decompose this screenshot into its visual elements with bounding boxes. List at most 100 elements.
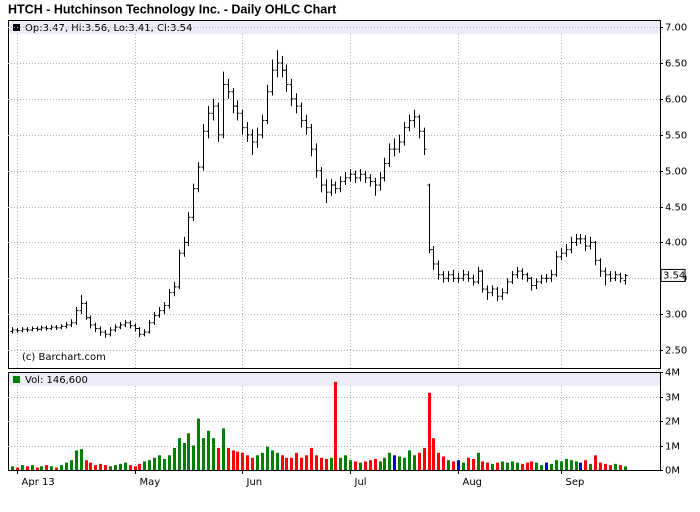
volume-bar bbox=[364, 461, 367, 470]
volume-bar bbox=[344, 455, 347, 470]
volume-bar bbox=[45, 465, 48, 470]
volume-bar bbox=[354, 461, 357, 470]
x-tick-label: Aug bbox=[463, 477, 483, 488]
volume-bar bbox=[472, 458, 475, 470]
volume-bar bbox=[545, 462, 548, 470]
chart-title: HTCH - Hutchinson Technology Inc. - Dail… bbox=[8, 2, 337, 16]
volume-bar bbox=[310, 447, 313, 470]
volume-bar bbox=[187, 433, 190, 470]
volume-bar bbox=[408, 450, 411, 470]
volume-bar bbox=[119, 463, 122, 470]
x-tick-label: Sep bbox=[566, 477, 585, 488]
volume-bar bbox=[178, 438, 181, 470]
volume-bar bbox=[173, 447, 176, 470]
y-tick-label: 4.50 bbox=[665, 203, 687, 214]
volume-bar bbox=[236, 451, 239, 470]
volume-bar bbox=[285, 457, 288, 470]
y2-tick-label: 2M bbox=[665, 417, 680, 428]
volume-bar bbox=[11, 466, 14, 470]
plot-layer: 2.503.003.504.004.505.005.506.006.507.00… bbox=[8, 23, 687, 488]
volume-bar bbox=[202, 438, 205, 470]
volume-bar bbox=[428, 392, 431, 470]
volume-bar bbox=[31, 465, 34, 470]
volume-bar bbox=[266, 446, 269, 470]
volume-bar bbox=[486, 462, 489, 470]
volume-bar bbox=[227, 447, 230, 470]
volume-bar bbox=[99, 463, 102, 470]
volume-bar bbox=[80, 449, 83, 470]
volume-bar bbox=[334, 381, 337, 470]
volume-bar bbox=[271, 450, 274, 470]
volume-bar bbox=[256, 455, 259, 470]
volume-bar bbox=[437, 452, 440, 470]
volume-bar bbox=[212, 438, 215, 470]
volume-bar bbox=[432, 438, 435, 470]
volume-bar bbox=[281, 455, 284, 470]
volume-bar bbox=[158, 455, 161, 470]
volume-bar bbox=[624, 466, 627, 470]
volume-bar bbox=[315, 455, 318, 470]
volume-bar bbox=[403, 457, 406, 470]
volume-legend: Vol: 146,600 bbox=[25, 375, 88, 386]
volume-bar bbox=[183, 443, 186, 470]
volume-bar bbox=[163, 458, 166, 470]
volume-bar bbox=[369, 460, 372, 470]
volume-bar bbox=[491, 463, 494, 470]
volume-bar bbox=[261, 452, 264, 470]
volume-bar bbox=[124, 462, 127, 470]
volume-bar bbox=[109, 466, 112, 470]
x-tick-label: Apr 13 bbox=[22, 477, 55, 488]
volume-bar bbox=[589, 463, 592, 470]
price-marker bbox=[660, 268, 686, 282]
volume-bar bbox=[565, 458, 568, 470]
volume-bar bbox=[413, 455, 416, 470]
volume-bar bbox=[75, 450, 78, 470]
volume-bar bbox=[40, 466, 43, 470]
volume-bar bbox=[359, 462, 362, 470]
volume-bar bbox=[94, 465, 97, 470]
price-legend: Op:3.47, Hi:3.56, Lo:3.41, Cl:3.54 bbox=[25, 23, 192, 34]
volume-bar bbox=[16, 467, 19, 470]
price-legend-swatch bbox=[13, 24, 20, 31]
volume-bar bbox=[570, 460, 573, 470]
volume-bar bbox=[217, 447, 220, 470]
volume-bar bbox=[339, 457, 342, 470]
volume-bar bbox=[535, 462, 538, 470]
volume-bar bbox=[442, 456, 445, 470]
volume-bar bbox=[168, 455, 171, 470]
y-tick-label: 5.00 bbox=[665, 167, 687, 178]
volume-bar bbox=[134, 466, 137, 470]
volume-bar bbox=[104, 465, 107, 470]
volume-bar bbox=[530, 461, 533, 470]
x-tick-label: Jul bbox=[354, 477, 367, 488]
volume-bar bbox=[114, 465, 117, 470]
volume-bar bbox=[60, 465, 63, 470]
volume-bar bbox=[251, 457, 254, 470]
volume-bar bbox=[467, 457, 470, 470]
volume-bar bbox=[614, 463, 617, 470]
volume-legend-bar bbox=[9, 373, 660, 386]
volume-bar bbox=[550, 463, 553, 470]
volume-bar bbox=[276, 452, 279, 470]
volume-bar bbox=[138, 463, 141, 470]
volume-bar bbox=[36, 467, 39, 470]
volume-bar bbox=[501, 461, 504, 470]
volume-bar bbox=[148, 460, 151, 470]
volume-bar bbox=[320, 457, 323, 470]
volume-bar bbox=[222, 428, 225, 470]
volume-bar bbox=[374, 458, 377, 470]
volume-bar bbox=[540, 465, 543, 470]
y-tick-label: 6.50 bbox=[665, 59, 687, 70]
volume-bar bbox=[70, 460, 73, 470]
price-legend-bar bbox=[9, 21, 660, 34]
volume-bar bbox=[65, 462, 68, 470]
volume-bar bbox=[197, 418, 200, 470]
volume-bar bbox=[594, 455, 597, 470]
volume-bar bbox=[462, 462, 465, 470]
volume-bar bbox=[192, 445, 195, 470]
y-tick-label: 7.00 bbox=[665, 23, 687, 34]
y-tick-label: 3.00 bbox=[665, 310, 687, 321]
volume-bar bbox=[85, 460, 88, 470]
volume-bar bbox=[143, 461, 146, 470]
y2-tick-label: 0M bbox=[665, 466, 680, 477]
